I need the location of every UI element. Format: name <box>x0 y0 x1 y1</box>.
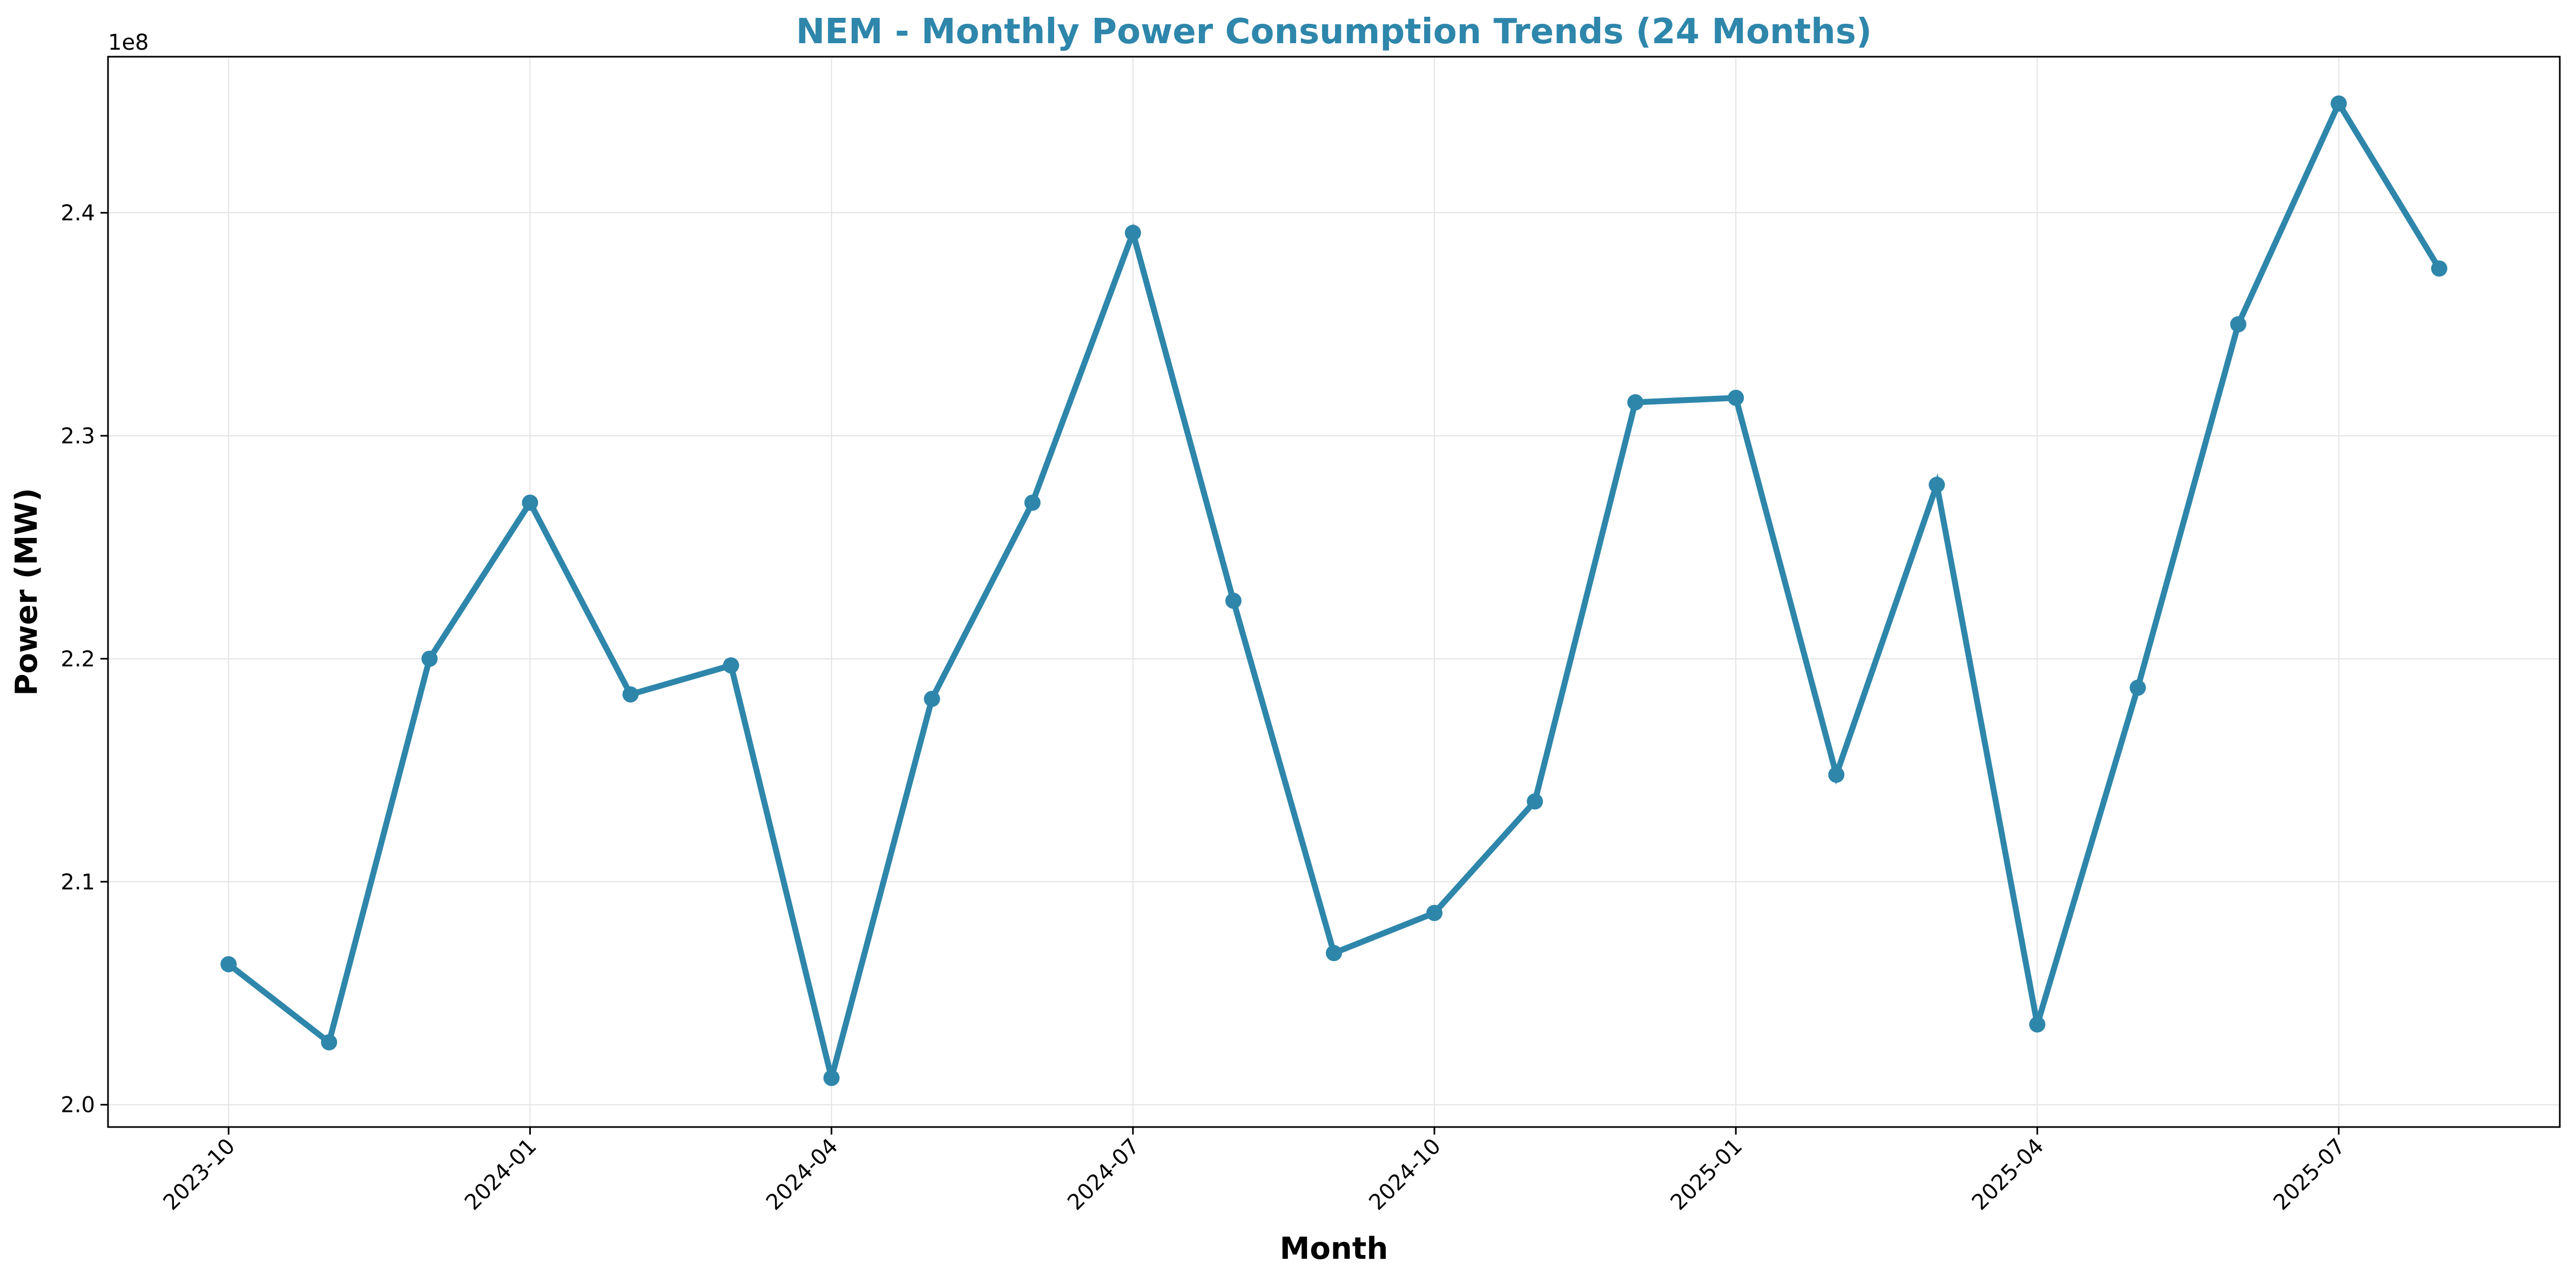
x-axis-label: Month <box>1280 1231 1388 1266</box>
y-axis-label: Power (MW) <box>9 488 44 696</box>
data-point <box>220 956 237 973</box>
y-tick-label: 2.3 <box>60 424 95 449</box>
series-layer <box>220 95 2447 1087</box>
data-point <box>2230 316 2247 333</box>
data-point <box>1828 766 1845 783</box>
axes-frame <box>107 56 2561 1128</box>
data-point <box>1225 592 1242 609</box>
data-point <box>1627 394 1644 411</box>
data-point <box>1728 389 1744 406</box>
data-point <box>321 1034 338 1051</box>
y-axis-offset-label: 1e8 <box>108 30 149 55</box>
data-point <box>1527 793 1543 810</box>
data-point <box>2330 95 2347 112</box>
data-point <box>2431 260 2447 277</box>
y-axis-ticks: 2.0 2.1 2.2 2.3 2.4 <box>60 201 108 1118</box>
data-point <box>1326 944 1342 961</box>
chart-title: NEM - Monthly Power Consumption Trends (… <box>796 12 1872 52</box>
data-point <box>923 691 940 707</box>
y-tick-label: 2.0 <box>60 1093 95 1118</box>
grid-lines <box>108 57 2560 1127</box>
data-point <box>1024 494 1041 511</box>
data-point <box>421 650 438 667</box>
data-point <box>1426 905 1443 921</box>
data-point <box>1928 476 1945 493</box>
data-point <box>622 686 639 703</box>
data-point <box>723 657 739 674</box>
data-point <box>1124 225 1141 241</box>
data-point <box>2129 679 2146 696</box>
y-tick-label: 2.1 <box>60 870 95 895</box>
data-point <box>2029 1016 2046 1033</box>
y-tick-label: 2.2 <box>60 647 95 672</box>
y-tick-label: 2.4 <box>60 201 95 226</box>
data-point <box>522 494 538 511</box>
data-point <box>823 1070 840 1087</box>
